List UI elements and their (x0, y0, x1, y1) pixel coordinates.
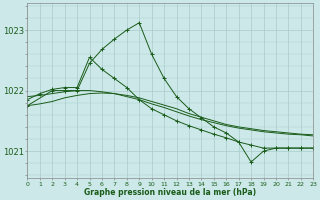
X-axis label: Graphe pression niveau de la mer (hPa): Graphe pression niveau de la mer (hPa) (84, 188, 256, 197)
